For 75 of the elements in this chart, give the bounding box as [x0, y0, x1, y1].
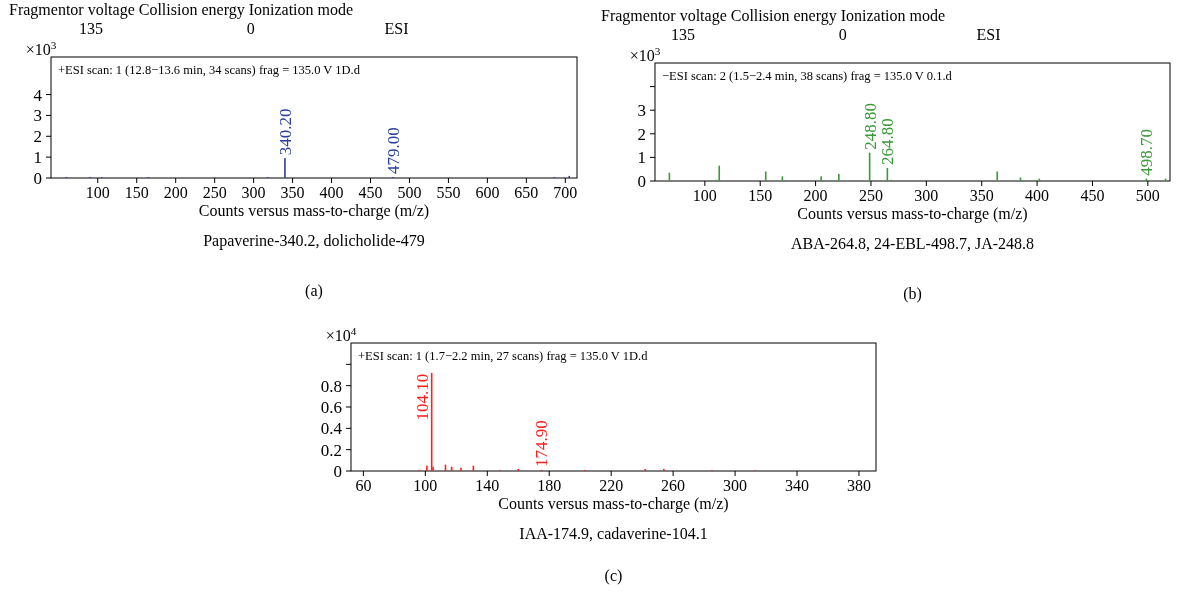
x-tick-label: 650: [514, 184, 539, 201]
annotation: −ESI scan: 2 (1.5−2.4 min, 38 scans) frag = 135.0 V 0.1.d: [662, 69, 953, 83]
y-axis-title: ×10$^{3}$: [25, 39, 57, 58]
x-tick-label: 300: [723, 477, 748, 494]
y-tick-label: 0.6: [320, 398, 342, 417]
text: Papaverine-340.2, dolicholide-479: [203, 232, 425, 250]
x-tick-label: 400: [319, 184, 344, 201]
x-tick-label: 100: [692, 187, 717, 204]
text: ESI: [976, 26, 1001, 43]
annotation: 248.80: [860, 102, 880, 150]
annotation: 479.00: [384, 127, 404, 174]
x-tick-label: 500: [397, 184, 422, 201]
x-axis-title: Counts versus mass-to-charge (m/z): [797, 205, 1028, 223]
y-tick-label: 1: [637, 148, 646, 168]
annotation: +ESI scan: 1 (12.8−13.6 min, 34 scans) frag = 135.0 V 1D.d: [58, 63, 361, 77]
y-tick-label: 0.8: [320, 376, 342, 396]
x-tick-label: 150: [124, 184, 149, 201]
text: IAA-174.9, cadaverine-104.1: [519, 525, 708, 542]
annotation: 264.80: [878, 118, 898, 166]
x-tick-label: 350: [969, 187, 994, 204]
x-tick-label: 140: [475, 477, 500, 494]
annotation: 498.70: [1137, 128, 1157, 176]
x-axis-title: Counts versus mass-to-charge (m/z): [498, 495, 729, 513]
text: ESI: [384, 20, 409, 37]
x-tick-label: 200: [803, 187, 828, 204]
x-tick-label: 250: [202, 184, 227, 201]
x-axis-title: Counts versus mass-to-charge (m/z): [198, 202, 430, 220]
x-tick-label: 500: [1135, 187, 1160, 204]
x-tick-label: 180: [537, 477, 562, 494]
text: 135: [79, 20, 104, 37]
y-tick-label: 3: [637, 101, 646, 121]
x-tick-label: 450: [358, 184, 383, 201]
text: (c): [604, 567, 623, 585]
y-tick-label: 0.2: [320, 440, 342, 460]
x-tick-label: 600: [475, 184, 500, 201]
y-tick-label: 1: [33, 148, 42, 168]
chart-title: Fragmentor voltage Collision energy Ionization mode: [9, 1, 354, 19]
text: 0: [838, 26, 847, 43]
annotation: 104.10: [412, 373, 432, 421]
y-tick-label: 3: [33, 106, 42, 126]
y-tick-label: 2: [33, 127, 42, 147]
x-tick-label: 100: [85, 184, 110, 201]
x-tick-label: 220: [599, 477, 624, 494]
text: 0: [246, 20, 255, 37]
annotation: 340.20: [275, 108, 295, 156]
text: ABA-264.8, 24-EBL-498.7, JA-248.8: [790, 235, 1035, 252]
x-tick-label: 260: [661, 477, 686, 494]
x-tick-label: 200: [163, 184, 188, 201]
annotation: +ESI scan: 1 (1.7−2.2 min, 27 scans) frag = 135.0 V 1D.d: [358, 349, 649, 363]
text: 135: [671, 26, 696, 43]
y-axis-title: ×10$^{4}$: [325, 325, 357, 344]
y-tick-label: 0: [637, 172, 646, 191]
x-tick-label: 150: [748, 187, 773, 204]
x-tick-label: 300: [914, 187, 939, 204]
x-tick-label: 340: [785, 477, 810, 494]
y-tick-label: 0.4: [320, 419, 343, 439]
x-tick-label: 300: [241, 184, 266, 201]
chart-title: Fragmentor voltage Collision energy Ionization mode: [601, 7, 946, 25]
x-tick-label: 700: [553, 184, 578, 201]
x-tick-label: 350: [280, 184, 305, 201]
y-tick-label: 0: [33, 169, 42, 188]
x-tick-label: 250: [858, 187, 883, 204]
y-axis-title: ×10$^{3}$: [629, 45, 661, 64]
text: (b): [903, 285, 922, 303]
y-tick-label: 2: [637, 124, 646, 144]
x-tick-label: 550: [436, 184, 461, 201]
x-tick-label: 100: [413, 477, 438, 494]
y-tick-label: 0: [333, 462, 342, 481]
x-tick-label: 450: [1080, 187, 1105, 204]
text: (a): [305, 282, 323, 300]
x-tick-label: 380: [846, 477, 871, 494]
x-tick-label: 400: [1025, 187, 1050, 204]
x-tick-label: 60: [355, 477, 372, 494]
annotation: 174.90: [532, 420, 552, 467]
y-tick-label: 4: [33, 85, 43, 105]
